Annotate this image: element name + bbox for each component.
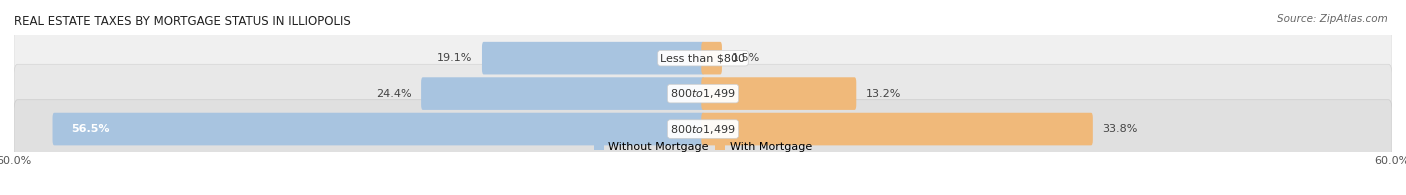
- Text: 56.5%: 56.5%: [72, 124, 110, 134]
- FancyBboxPatch shape: [702, 113, 1092, 145]
- Text: 24.4%: 24.4%: [375, 89, 412, 99]
- Text: $800 to $1,499: $800 to $1,499: [671, 122, 735, 136]
- Text: 33.8%: 33.8%: [1102, 124, 1137, 134]
- Text: 13.2%: 13.2%: [866, 89, 901, 99]
- Text: REAL ESTATE TAXES BY MORTGAGE STATUS IN ILLIOPOLIS: REAL ESTATE TAXES BY MORTGAGE STATUS IN …: [14, 15, 352, 28]
- FancyBboxPatch shape: [702, 42, 721, 74]
- Text: Less than $800: Less than $800: [661, 53, 745, 63]
- Text: Source: ZipAtlas.com: Source: ZipAtlas.com: [1277, 14, 1388, 24]
- FancyBboxPatch shape: [422, 77, 704, 110]
- FancyBboxPatch shape: [14, 64, 1392, 123]
- FancyBboxPatch shape: [14, 100, 1392, 158]
- FancyBboxPatch shape: [14, 29, 1392, 88]
- Text: $800 to $1,499: $800 to $1,499: [671, 87, 735, 100]
- Text: 1.5%: 1.5%: [731, 53, 761, 63]
- Text: 19.1%: 19.1%: [437, 53, 472, 63]
- FancyBboxPatch shape: [702, 77, 856, 110]
- FancyBboxPatch shape: [482, 42, 704, 74]
- FancyBboxPatch shape: [52, 113, 704, 145]
- Legend: Without Mortgage, With Mortgage: Without Mortgage, With Mortgage: [593, 142, 813, 152]
